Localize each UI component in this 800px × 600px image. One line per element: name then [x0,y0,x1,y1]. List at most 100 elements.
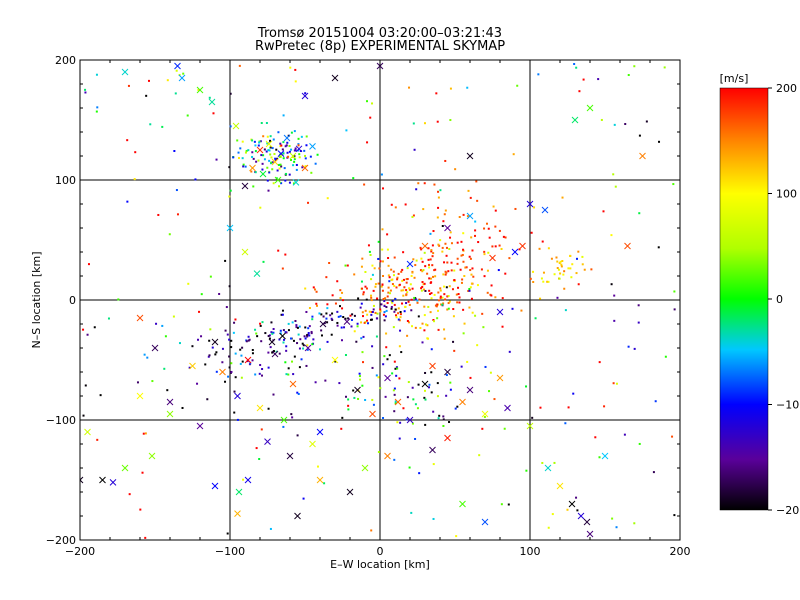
data-point-dot [423,122,426,125]
data-point-dot [174,92,177,95]
data-point-dot [493,398,496,401]
data-point-dot [610,234,613,237]
data-point-dot [375,374,378,377]
data-point-x [421,380,429,388]
data-point-dot [428,383,431,386]
data-point-dot [291,156,294,159]
data-point-dot [362,291,365,294]
data-point-dot [424,398,427,401]
data-point-dot [447,270,450,273]
data-point-dot [252,157,255,160]
data-point-dot [393,303,396,306]
data-point-dot [379,387,382,390]
data-point-dot [433,293,436,296]
data-point-dot [410,511,413,514]
data-point-dot [315,302,318,305]
data-point-dot [251,348,254,351]
data-point-x [286,452,294,460]
data-points [80,62,676,539]
data-point-dot [293,158,296,161]
data-point-dot [462,213,465,216]
data-point-dot [281,267,284,270]
data-point-dot [84,91,87,94]
data-point-dot [393,284,396,287]
data-point-dot [251,151,254,154]
data-point-dot [500,503,503,506]
data-point-dot [355,340,358,343]
data-point-dot [365,298,368,301]
data-point-dot [567,267,570,270]
data-point-dot [437,190,440,193]
data-point-dot [577,250,580,253]
data-point-dot [449,236,452,239]
data-point-dot [418,298,421,301]
data-point-dot [380,285,383,288]
data-point-dot [288,173,291,176]
data-point-dot [257,159,260,162]
data-point-dot [387,291,390,294]
data-point-dot [427,337,430,340]
data-point-dot [266,179,269,182]
data-point-dot [207,355,210,358]
data-point-dot [445,374,448,377]
data-point-x [235,488,243,496]
data-point-dot [403,286,406,289]
data-point-dot [560,265,563,268]
data-point-dot [259,324,262,327]
data-point-dot [360,302,363,305]
data-point-dot [423,251,426,254]
data-point-dot [215,158,218,161]
data-point-x [583,518,591,526]
data-point-dot [353,396,356,399]
data-point-x [526,200,534,208]
data-point-dot [288,181,291,184]
data-point-dot [400,351,403,354]
data-point-dot [399,421,402,424]
data-point-dot [371,264,374,267]
data-point-dot [187,282,190,285]
data-point-dot [436,303,439,306]
data-point-dot [282,157,285,160]
data-point-x [519,242,526,250]
data-point-dot [407,300,410,303]
data-point-dot [248,338,251,341]
data-point-dot [546,280,549,283]
data-point-dot [560,263,563,266]
data-point-dot [382,313,385,316]
data-point-x [429,362,436,370]
data-point-dot [249,362,252,365]
data-point-dot [444,242,447,245]
data-point-dot [272,182,275,185]
data-point-dot [471,267,474,270]
data-point-dot [483,227,486,230]
data-point-dot [350,318,353,321]
data-point-dot [307,332,310,335]
data-point-dot [294,68,297,71]
data-point-dot [373,267,376,270]
data-point-dot [405,281,408,284]
data-point-dot [392,326,395,329]
data-point-x [289,152,297,160]
data-point-dot [259,140,262,143]
data-point-dot [397,272,400,275]
data-point-dot [302,344,305,347]
data-point-dot [200,293,203,296]
data-point-dot [559,260,562,263]
data-point-dot [421,281,424,284]
data-point-dot [561,259,564,262]
data-point-dot [385,332,388,335]
data-point-dot [514,207,517,210]
data-point-dot [143,353,146,356]
data-point-dot [376,317,379,320]
data-point-dot [224,329,227,332]
data-point-x [421,242,429,250]
data-point-dot [416,301,419,304]
data-point-dot [402,251,405,254]
data-point-dot [400,270,403,273]
data-point-x [264,438,271,445]
data-point-dot [280,165,283,168]
data-point-dot [566,508,569,511]
data-point-dot [487,251,490,254]
data-point-dot [645,120,648,123]
data-point-dot [238,64,241,67]
